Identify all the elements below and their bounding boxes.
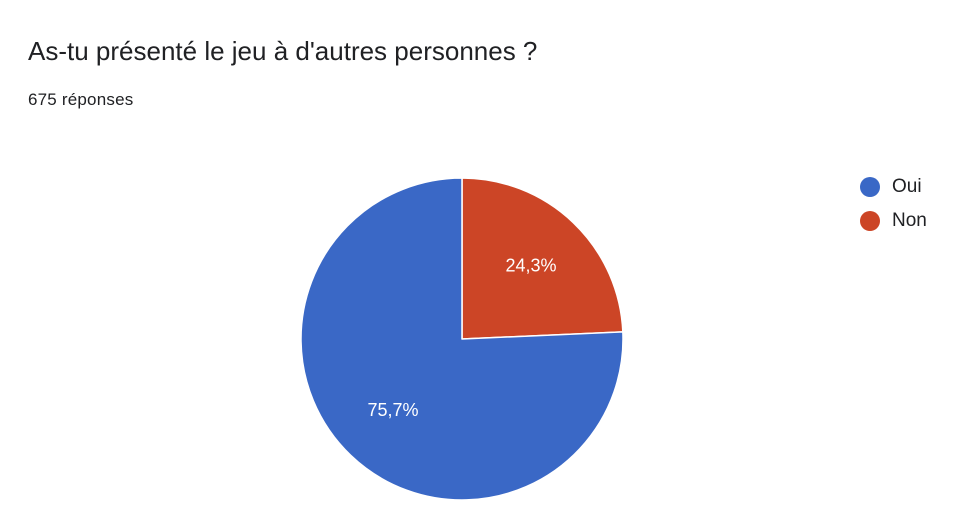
chart-legend: Oui Non [860,176,927,244]
pie-slice-oui[interactable] [300,177,624,501]
pie-slice-non[interactable] [461,177,624,340]
response-count: 675 réponses [28,90,134,109]
pie-label-oui: 75,7% [367,400,418,420]
legend-item-non[interactable]: Non [860,210,927,232]
chart-title: As-tu présenté le jeu à d'autres personn… [28,36,538,66]
legend-item-oui[interactable]: Oui [860,176,927,198]
legend-swatch-oui [860,177,880,197]
legend-swatch-non [860,211,880,231]
legend-label-oui: Oui [892,176,922,197]
legend-label-non: Non [892,210,927,231]
pie-label-non: 24,3% [505,256,556,276]
